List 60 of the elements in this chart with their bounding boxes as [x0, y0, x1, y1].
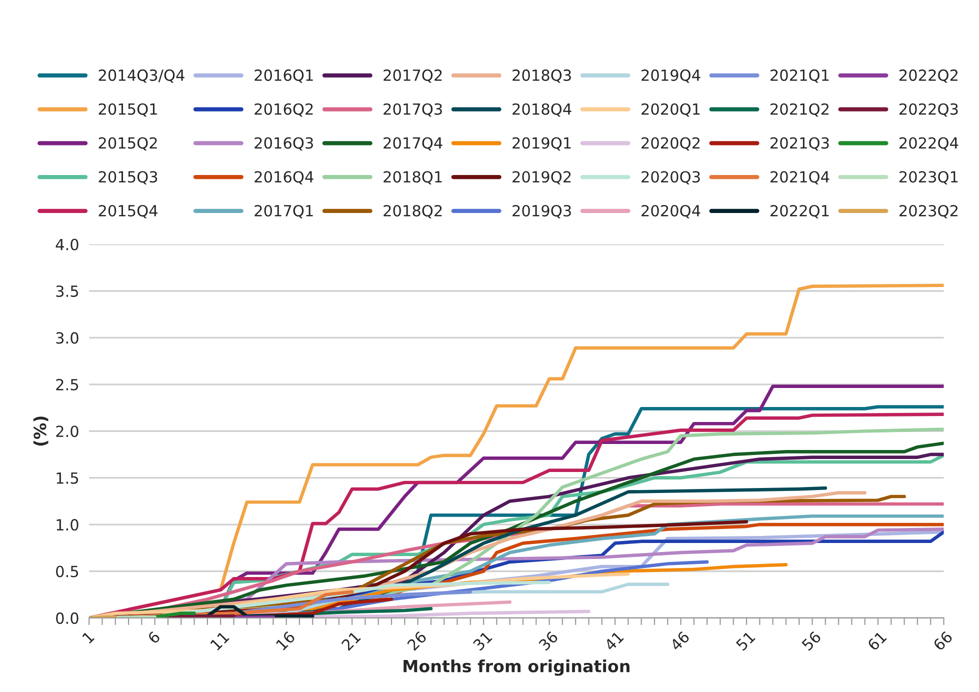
- y-tick-label: 1.5: [56, 472, 78, 484]
- legend-label: 2022Q1: [770, 204, 829, 218]
- x-tick-label: 16: [276, 630, 296, 651]
- legend-label: 2020Q3: [642, 171, 700, 184]
- legend-label: 2017Q3: [384, 103, 442, 117]
- legend-label: 2018Q3: [512, 69, 571, 83]
- legend-label: 2015Q1: [98, 103, 157, 117]
- legend-label: 2015Q2: [98, 137, 157, 151]
- x-tick-label: 26: [406, 630, 428, 652]
- legend-label: 2018Q4: [512, 103, 572, 117]
- legend-label: 2021Q1: [770, 69, 829, 83]
- legend-label: 2019Q4: [642, 69, 700, 83]
- legend-label: 2019Q3: [512, 204, 571, 218]
- x-tick-label: 21: [340, 630, 361, 651]
- legend-label: 2014Q3/Q4: [98, 69, 184, 83]
- legend-label: 2020Q4: [642, 204, 700, 218]
- y-tick-label: 1.0: [56, 519, 78, 531]
- legend-label: 2017Q4: [384, 137, 442, 151]
- y-axis-title: (%): [33, 416, 48, 446]
- legend-label: 2016Q4: [254, 171, 314, 184]
- x-tick-label: 46: [669, 630, 690, 652]
- y-tick-label: 3.0: [56, 332, 78, 344]
- legend-label: 2020Q1: [642, 103, 700, 117]
- x-tick-label: 11: [210, 631, 230, 651]
- legend-label: 2016Q2: [254, 103, 313, 117]
- x-tick-label: 66: [932, 630, 954, 652]
- legend-label: 2018Q1: [384, 171, 442, 184]
- legend-label: 2021Q2: [770, 103, 829, 117]
- y-tick-label: 3.5: [56, 285, 78, 298]
- legend-label: 2020Q2: [642, 137, 700, 151]
- legend-label: 2016Q1: [254, 69, 313, 83]
- x-tick-label: 36: [538, 630, 559, 652]
- legend-label: 2019Q1: [512, 137, 571, 151]
- legend-label: 2023Q2: [900, 204, 958, 218]
- legend-label: 2015Q3: [98, 171, 158, 184]
- x-tick-label: 31: [472, 630, 493, 652]
- legend-label: 2021Q3: [770, 137, 829, 151]
- legend-label: 2021Q4: [770, 171, 830, 184]
- x-tick-label: 51: [736, 631, 756, 652]
- y-tick-label: 2.5: [56, 378, 78, 390]
- y-tick-label: 4.0: [56, 238, 78, 250]
- x-tick-label: 1: [82, 631, 95, 644]
- x-tick-label: 56: [801, 630, 822, 652]
- legend-label: 2018Q2: [384, 204, 442, 218]
- x-tick-label: 6: [147, 630, 161, 644]
- legend-label: 2017Q2: [384, 69, 442, 83]
- legend-label: 2017Q1: [254, 204, 313, 218]
- x-axis-title: Months from origination: [404, 660, 630, 676]
- legend-label: 2022Q4: [900, 137, 958, 151]
- y-tick-label: 0.5: [56, 566, 78, 578]
- legend-label: 2023Q1: [900, 171, 958, 184]
- y-tick-label: 2.0: [56, 426, 78, 438]
- y-tick-label: 0.0: [56, 612, 78, 624]
- legend-label: 2022Q3: [900, 103, 958, 117]
- x-tick-label: 61: [866, 630, 888, 652]
- legend-label: 2016Q3: [254, 137, 313, 151]
- legend-label: 2015Q4: [98, 204, 158, 218]
- legend-label: 2022Q2: [900, 69, 958, 83]
- legend-label: 2019Q2: [512, 171, 571, 184]
- x-tick-label: 41: [604, 631, 624, 652]
